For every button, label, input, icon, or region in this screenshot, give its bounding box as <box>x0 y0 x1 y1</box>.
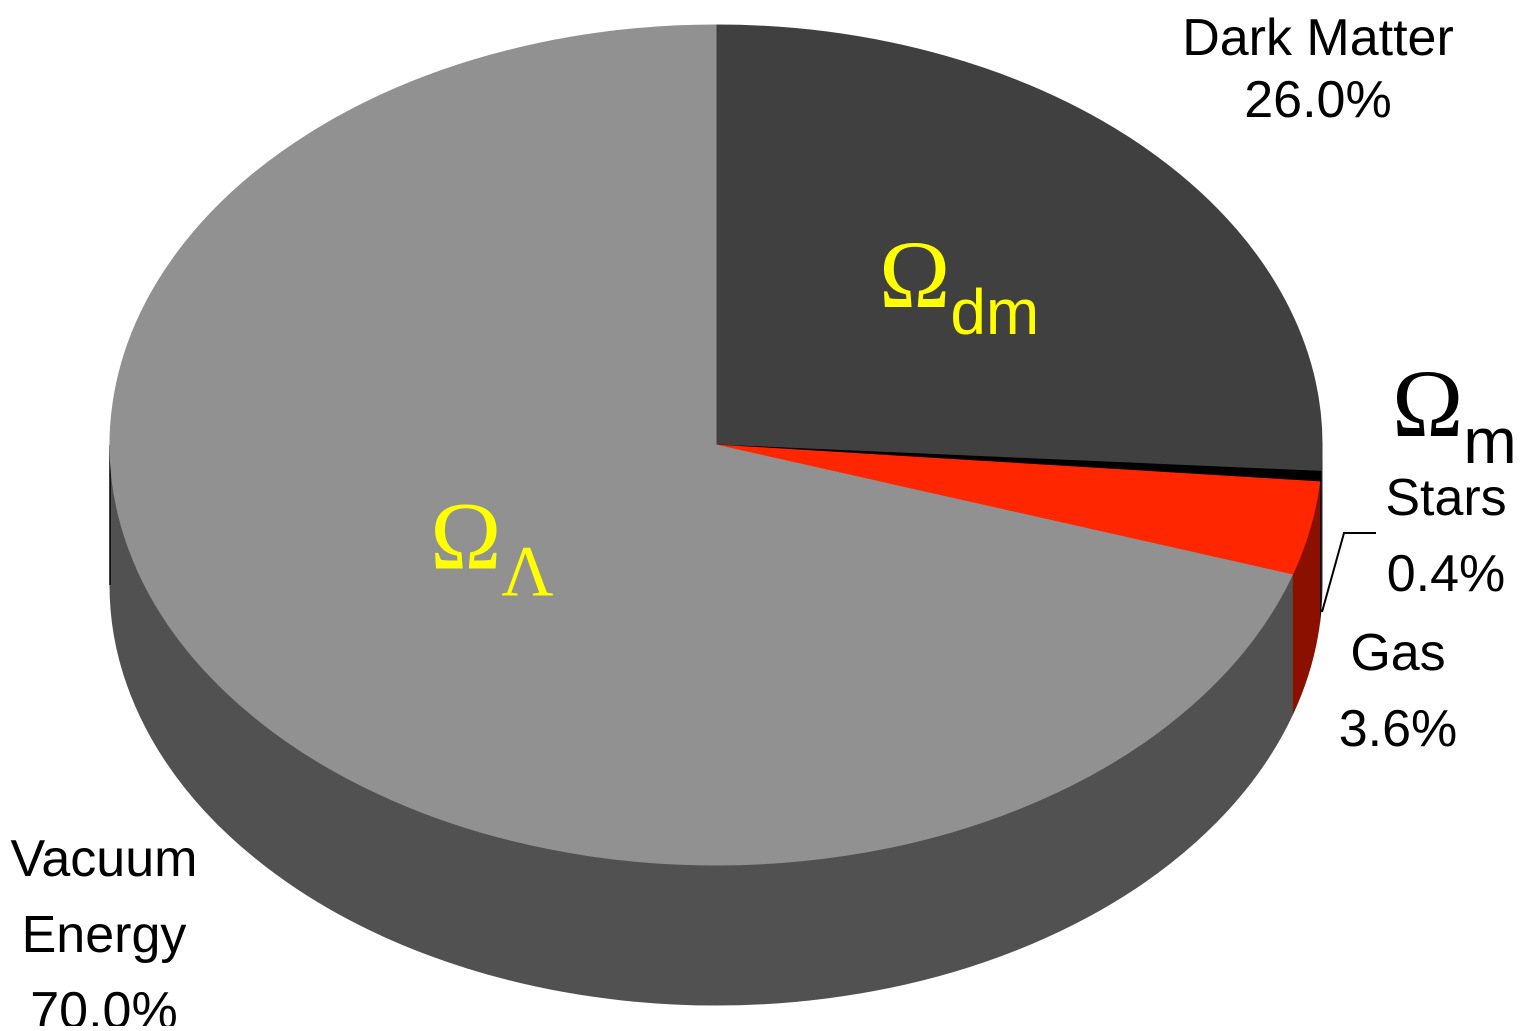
symbol-vacuum_energy: ΩΛ <box>430 483 554 612</box>
slice-symbols: Ωdm ΩΛ Ωm <box>430 221 1517 612</box>
pie-top-layer <box>109 24 1323 866</box>
stars-leader-line <box>1321 532 1376 613</box>
pie-slice-dark_matter <box>715 24 1323 472</box>
label-dark-matter: Dark Matter 26.0% <box>1182 9 1454 129</box>
symbol-dark_matter: Ωdm <box>879 221 1039 348</box>
omega-m-annotation: Ωm <box>1392 350 1517 477</box>
label-gas: Gas 3.6% <box>1339 624 1458 758</box>
slice-labels: Dark Matter 26.0% Stars 0.4% Gas 3.6% Vacuum En… <box>11 9 1507 1031</box>
label-stars: Stars 0.4% <box>1385 469 1506 603</box>
pie-slice-vacuum_energy <box>109 24 1294 866</box>
label-vacuum-energy: Vacuum Energy 70.0% <box>11 830 198 1026</box>
